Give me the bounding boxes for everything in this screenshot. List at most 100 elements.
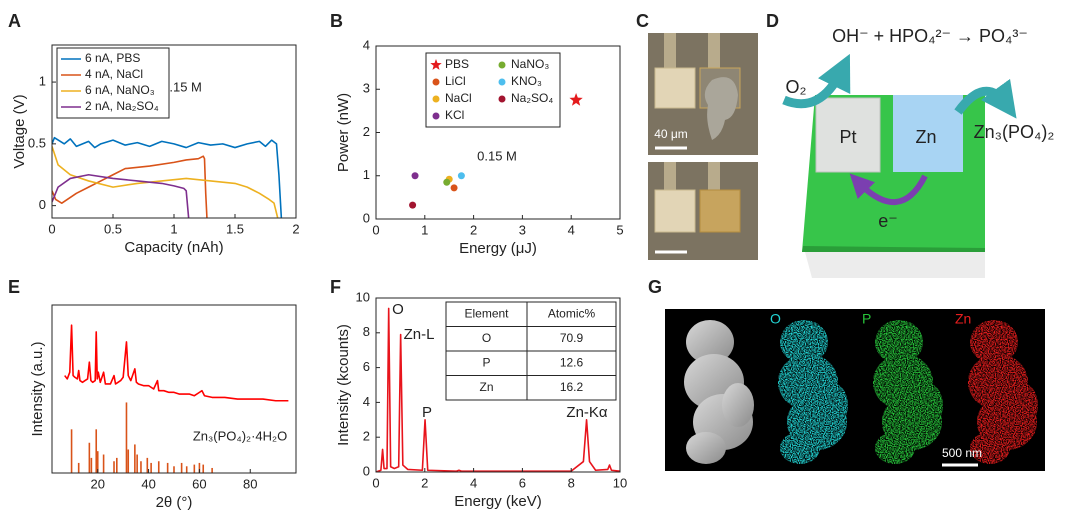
electrode-label: Pt [839, 127, 856, 147]
deposit [704, 77, 738, 140]
x-tick-label: 1 [170, 221, 177, 236]
zn-electrode [893, 95, 963, 172]
substrate-edge [802, 246, 985, 252]
equation: OH⁻ + HPO₄²⁻ → PO₄³⁻ [832, 26, 1028, 46]
annotation: O [392, 301, 404, 318]
point [569, 93, 583, 106]
legend-label: NaNO₃ [511, 57, 549, 71]
x-tick-label: 0 [372, 475, 379, 490]
x-axis-label: Energy (μJ) [459, 240, 537, 257]
x-tick-label: 1.5 [226, 221, 244, 236]
annotation: 0.15 M [162, 79, 202, 94]
panel-label: B [330, 11, 343, 31]
table-cell: Zn [479, 380, 493, 394]
legend-label: Na₂SO₄ [511, 91, 553, 105]
y-tick-label: 2 [363, 124, 370, 139]
point [443, 178, 451, 186]
legend-swatch [498, 61, 506, 69]
x-tick-label: 0.5 [104, 221, 122, 236]
series-line [64, 324, 289, 402]
y-tick-label: 0 [363, 463, 370, 478]
y-tick-label: 0.5 [28, 135, 46, 150]
legend-swatch [432, 78, 440, 86]
y-tick-label: 4 [363, 37, 370, 52]
series-line [52, 136, 283, 218]
table-cell: 70.9 [560, 331, 584, 345]
plot-area [64, 324, 289, 473]
x-axis-label: Energy (keV) [454, 493, 542, 510]
x-tick-label: 8 [568, 475, 575, 490]
x-axis-label: 2θ (°) [156, 494, 193, 511]
point [450, 184, 458, 192]
x-tick-label: 10 [613, 475, 627, 490]
channel-label: Zn [955, 311, 971, 327]
y-tick-label: 6 [363, 359, 370, 374]
x-tick-label: 3 [519, 222, 526, 237]
x-tick-label: 2 [292, 221, 299, 236]
table-cell: P [482, 355, 490, 369]
x-tick-label: 4 [470, 475, 477, 490]
legend-label: KNO₃ [511, 74, 542, 88]
x-tick-label: 20 [91, 476, 105, 491]
probe [664, 33, 676, 73]
legend-swatch [498, 95, 506, 103]
table-header: Atomic% [548, 306, 596, 320]
scale-bar-label: 500 nm [942, 446, 982, 460]
legend-label: 4 nA, NaCl [85, 67, 143, 81]
annotation: 0.15 M [477, 148, 517, 163]
panel-label: C [636, 11, 649, 31]
axes-box [375, 297, 621, 473]
probe [708, 33, 720, 73]
y-tick-label: 0 [39, 197, 46, 212]
legend-label: PBS [445, 57, 469, 71]
y-tick-label: 0 [363, 210, 370, 225]
y-tick-label: 4 [363, 394, 370, 409]
series-line [376, 307, 620, 472]
electrode-label: Zn [915, 127, 936, 147]
plot-area [409, 93, 583, 209]
table-cell: 12.6 [560, 355, 584, 369]
y-axis-label: Power (nW) [335, 93, 352, 172]
y-tick-label: 2 [363, 429, 370, 444]
legend-swatch [432, 112, 440, 120]
channel-label: P [862, 311, 871, 327]
legend-label: 6 nA, NaNO₃ [85, 83, 155, 97]
probe [664, 162, 676, 194]
y-axis-label: Intensity (a.u.) [29, 341, 46, 436]
pad [654, 189, 696, 233]
y-axis-label: Intensity (kcounts) [335, 324, 352, 446]
scale-bar-label: 40 μm [654, 127, 688, 141]
panel-label: F [330, 277, 341, 297]
series-line [52, 155, 208, 218]
panel-label: E [8, 277, 20, 297]
x-axis-label: Capacity (nAh) [124, 239, 223, 256]
legend-swatch [498, 78, 506, 86]
y-tick-label: 3 [363, 81, 370, 96]
point [411, 172, 419, 180]
panel-label: D [766, 11, 779, 31]
plot-area [52, 136, 283, 218]
point [457, 172, 465, 180]
x-tick-label: 6 [519, 475, 526, 490]
point [409, 201, 417, 209]
probe [708, 162, 720, 194]
channel-label: O [770, 311, 781, 327]
x-tick-label: 0 [48, 221, 55, 236]
x-tick-label: 5 [616, 222, 623, 237]
pad [699, 189, 741, 233]
legend-label: NaCl [445, 91, 472, 105]
micrograph: 40 μm [648, 33, 758, 260]
legend-box [425, 52, 561, 128]
electron-label: e⁻ [878, 211, 898, 231]
legend-label: 2 nA, Na₂SO₄ [85, 99, 159, 113]
y-tick-label: 10 [356, 289, 370, 304]
y-tick-label: 1 [363, 167, 370, 182]
substrate-shadow [805, 252, 985, 278]
annotation: P [422, 404, 432, 421]
x-tick-label: 60 [192, 476, 206, 491]
annotation: Zn-L [404, 326, 435, 343]
annotation: Zn₃(PO₄)₂·4H₂O [193, 428, 287, 443]
x-tick-label: 2 [470, 222, 477, 237]
table-cell: O [482, 331, 491, 345]
